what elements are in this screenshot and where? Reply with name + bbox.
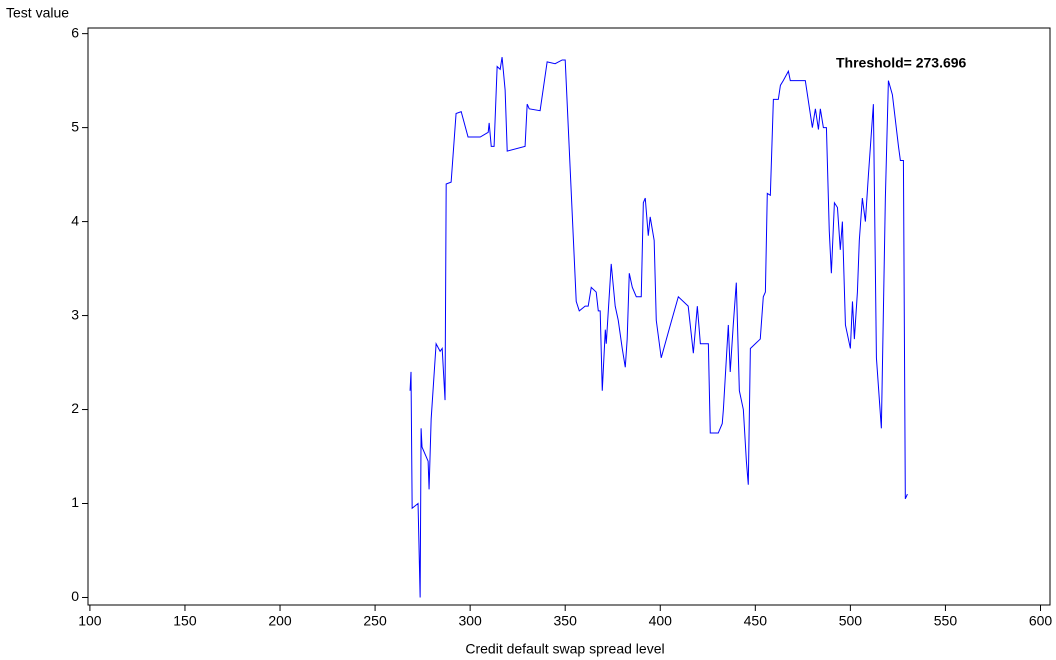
y-tick-label: 1 xyxy=(71,494,79,510)
x-tick-label: 350 xyxy=(554,613,578,629)
x-tick-label: 250 xyxy=(363,613,387,629)
x-tick-label: 100 xyxy=(78,613,102,629)
x-tick-label: 450 xyxy=(744,613,768,629)
x-tick-label: 550 xyxy=(934,613,958,629)
x-tick-label: 500 xyxy=(839,613,863,629)
x-axis-label: Credit default swap spread level xyxy=(465,641,664,657)
y-axis-label: Test value xyxy=(6,5,69,21)
x-tick-label: 600 xyxy=(1029,613,1053,629)
data-line xyxy=(409,57,908,598)
y-tick-label: 0 xyxy=(71,588,79,604)
x-tick-label: 400 xyxy=(649,613,673,629)
y-tick-label: 3 xyxy=(71,306,79,322)
x-tick-label: 150 xyxy=(173,613,197,629)
plot-frame xyxy=(87,27,1051,606)
annotation: Threshold= 273.696 xyxy=(836,55,967,71)
y-tick-label: 6 xyxy=(71,24,79,40)
x-tick-label: 200 xyxy=(268,613,292,629)
y-tick-label: 5 xyxy=(71,118,79,134)
y-tick-label: 4 xyxy=(71,212,79,228)
x-tick-label: 300 xyxy=(458,613,482,629)
y-tick-label: 2 xyxy=(71,400,79,416)
